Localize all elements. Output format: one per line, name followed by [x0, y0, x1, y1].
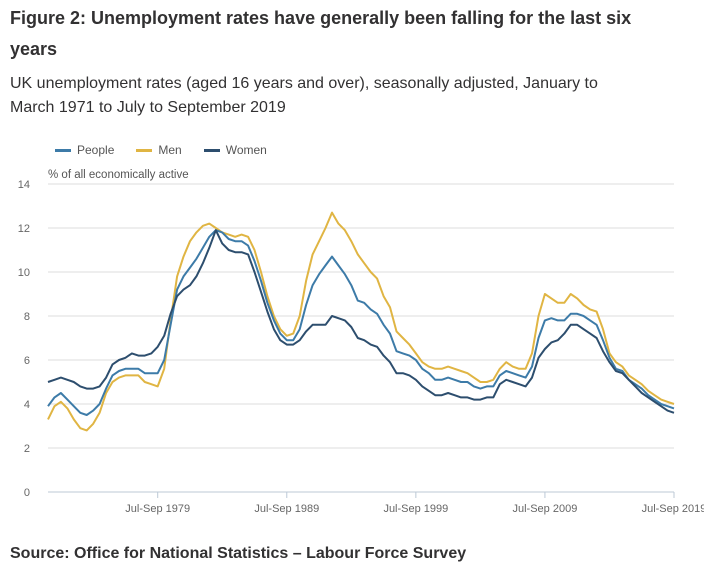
legend-label: People [77, 143, 115, 157]
y-axis-ticks: 0 2 4 6 8 10 12 14 [18, 179, 30, 499]
x-axis: Jul-Sep 1979 Jul-Sep 1989 Jul-Sep 1999 Jul-… [48, 491, 704, 515]
x-tick-label: Jul-Sep 1979 [125, 503, 190, 515]
y-axis-label: % of all economically active [48, 169, 189, 181]
gridlines [48, 183, 674, 449]
series-line-people [47, 229, 675, 416]
series-line-women [47, 229, 675, 414]
legend-item-women[interactable]: Women [203, 143, 267, 157]
figure-title: Figure 2: Unemployment rates have genera… [10, 8, 632, 59]
legend-item-people[interactable]: People [55, 143, 114, 157]
y-tick-label: 6 [24, 355, 30, 367]
y-tick-label: 14 [18, 179, 30, 191]
legend-label: Men [158, 143, 182, 157]
legend-swatch-icon [203, 148, 220, 152]
series-line-men [47, 211, 675, 432]
legend-swatch-icon [136, 148, 153, 152]
y-tick-label: 0 [24, 487, 30, 499]
y-tick-label: 8 [24, 311, 30, 323]
figure-subtitle: UK unemployment rates (aged 16 years and… [10, 75, 598, 116]
legend-label: Women [225, 143, 267, 157]
chart-legend: People Men Women [55, 143, 267, 157]
legend-swatch-icon [55, 148, 71, 152]
x-tick-label: Jul-Sep 2019 [642, 503, 704, 515]
y-tick-label: 2 [24, 443, 30, 455]
series-lines [47, 211, 675, 432]
x-tick-label: Jul-Sep 1999 [383, 503, 448, 515]
y-tick-label: 10 [18, 267, 30, 279]
x-tick-label: Jul-Sep 1989 [254, 503, 319, 515]
source-note: Source: Office for National Statistics –… [10, 545, 467, 562]
y-tick-label: 12 [18, 223, 30, 235]
legend-item-men[interactable]: Men [136, 143, 182, 157]
x-tick-label: Jul-Sep 2009 [513, 503, 578, 515]
y-tick-label: 4 [24, 399, 30, 411]
